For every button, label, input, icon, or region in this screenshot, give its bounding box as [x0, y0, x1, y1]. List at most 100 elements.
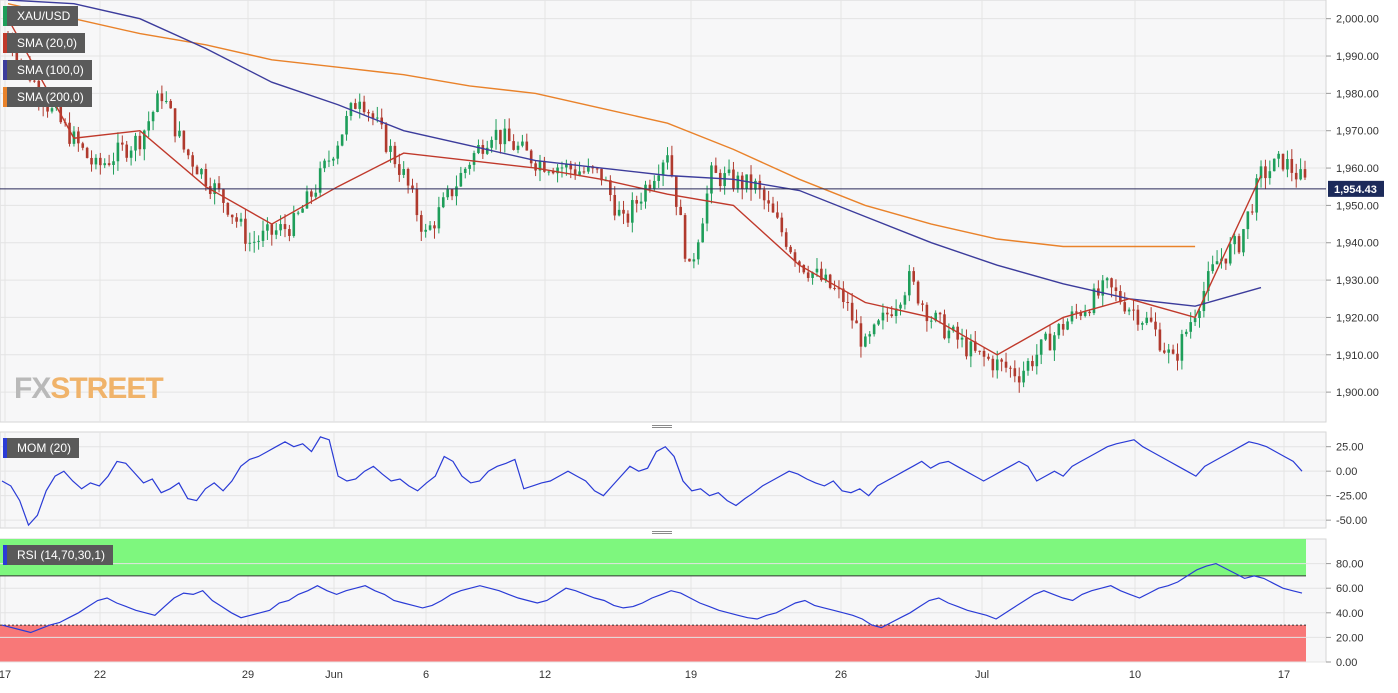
- candle-body: [503, 128, 507, 145]
- legend-xauusd[interactable]: XAU/USD: [3, 6, 79, 26]
- candle-body: [151, 111, 155, 122]
- candle-body: [679, 206, 682, 216]
- pane-splitter-handle-bottom[interactable]: [652, 531, 672, 536]
- candle-body: [890, 314, 894, 317]
- candle-body: [1057, 324, 1061, 336]
- candle-body: [371, 113, 375, 119]
- candle-body: [1158, 329, 1162, 351]
- candle-body: [463, 168, 467, 173]
- legend-rsi-swatch: [3, 545, 7, 565]
- candle-body: [767, 200, 770, 204]
- candle-body: [1180, 334, 1184, 361]
- candle-body: [217, 183, 221, 190]
- candle-body: [266, 224, 269, 231]
- last-price-tag: [1328, 180, 1384, 197]
- candle-body: [929, 320, 933, 322]
- candle-body: [318, 168, 322, 193]
- candle-body: [107, 163, 111, 165]
- candle-body: [1123, 302, 1127, 312]
- legend-sma-100[interactable]: SMA (100,0): [3, 60, 92, 80]
- candle-body: [200, 169, 203, 175]
- candle-body: [1075, 311, 1078, 313]
- candle-body: [701, 223, 704, 243]
- candle-body: [1061, 324, 1065, 330]
- candle-body: [806, 272, 810, 278]
- candle-body: [244, 218, 247, 244]
- candle-body: [846, 302, 850, 304]
- candle-body: [455, 186, 458, 197]
- candle-body: [512, 141, 515, 150]
- candle-body: [609, 180, 612, 196]
- x-tick-label: Jun: [325, 669, 343, 681]
- candle-body: [90, 157, 93, 165]
- candle-body: [424, 229, 427, 232]
- candle-body: [710, 165, 713, 194]
- candle-body: [419, 215, 423, 232]
- legend-sma-200[interactable]: SMA (200,0): [3, 87, 92, 107]
- candle-body: [635, 200, 639, 204]
- candle-body: [666, 155, 669, 163]
- candle-body: [965, 337, 968, 357]
- candle-body: [380, 117, 384, 125]
- candle-body: [543, 160, 546, 172]
- candle-body: [1145, 317, 1149, 324]
- price-y-tick-label: 1,980.00: [1336, 88, 1379, 100]
- price-y-tick-label: 1,920.00: [1336, 312, 1379, 324]
- candle-body: [1246, 211, 1250, 230]
- candle-body: [195, 166, 199, 175]
- candle-body: [925, 304, 929, 322]
- mom-y-tick-label: 0.00: [1336, 466, 1357, 478]
- candle-body: [516, 145, 520, 150]
- candle-body: [727, 169, 731, 174]
- legend-mom[interactable]: MOM (20): [3, 438, 79, 458]
- candle-body: [793, 252, 797, 262]
- candle-body: [230, 214, 234, 218]
- candle-body: [525, 141, 529, 151]
- legend-sma-100-swatch: [3, 60, 7, 80]
- candle-body: [587, 166, 590, 172]
- candle-body: [1070, 311, 1074, 322]
- candle-body: [235, 217, 238, 222]
- candle-body: [15, 50, 19, 62]
- candle-body: [1224, 258, 1228, 264]
- candle-body: [1136, 309, 1140, 325]
- candle-body: [908, 271, 911, 296]
- candle-body: [33, 80, 36, 82]
- candle-body: [125, 144, 129, 158]
- candle-body: [560, 167, 564, 169]
- candle-body: [389, 145, 392, 152]
- candle-body: [239, 218, 243, 222]
- candle-body: [112, 161, 115, 165]
- x-tick-label: 26: [835, 669, 847, 681]
- candle-body: [301, 208, 304, 213]
- candle-body: [1290, 159, 1294, 173]
- candle-body: [1215, 261, 1219, 265]
- rsi-line: [1, 562, 1303, 634]
- candle-body: [406, 169, 410, 186]
- candle-body: [868, 334, 872, 337]
- candle-body: [1088, 311, 1091, 314]
- rsi-y-tick-label: 60.00: [1336, 583, 1364, 595]
- candle-body: [538, 160, 542, 171]
- candle-body: [257, 240, 260, 242]
- candle-body: [960, 337, 964, 340]
- candle-body: [1250, 211, 1254, 213]
- candle-body: [156, 93, 159, 112]
- candle-body: [1259, 166, 1263, 179]
- candle-body: [428, 225, 432, 230]
- candle-body: [191, 155, 194, 167]
- candle-body: [529, 150, 533, 164]
- candle-body: [758, 180, 762, 190]
- candle-body: [833, 287, 836, 289]
- rsi-y-tick-label: 0.00: [1336, 657, 1357, 669]
- pane-splitter-handle-top[interactable]: [652, 425, 672, 430]
- candle-body: [450, 189, 454, 197]
- candle-body: [164, 100, 168, 102]
- legend-sma-20[interactable]: SMA (20,0): [3, 33, 86, 53]
- price-y-tick-label: 1,950.00: [1336, 200, 1379, 212]
- candle-body: [415, 189, 419, 216]
- legend-rsi[interactable]: RSI (14,70,30,1): [3, 545, 114, 565]
- candle-body: [886, 312, 889, 315]
- candle-body: [1206, 271, 1210, 292]
- candle-body: [705, 193, 709, 224]
